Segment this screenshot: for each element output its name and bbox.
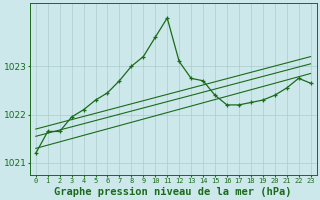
X-axis label: Graphe pression niveau de la mer (hPa): Graphe pression niveau de la mer (hPa)	[54, 186, 292, 197]
